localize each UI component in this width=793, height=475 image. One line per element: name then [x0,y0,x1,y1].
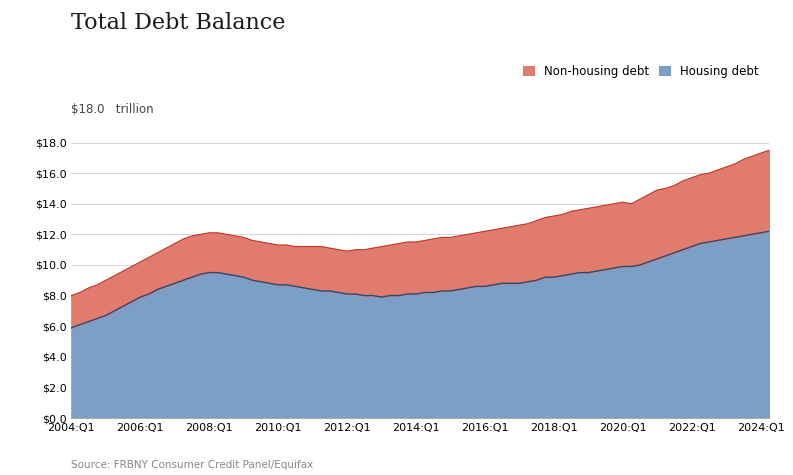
Text: Total Debt Balance: Total Debt Balance [71,12,285,34]
Text: Source: FRBNY Consumer Credit Panel/Equifax: Source: FRBNY Consumer Credit Panel/Equi… [71,460,313,470]
Text: $18.0   trillion: $18.0 trillion [71,104,154,116]
Legend: Non-housing debt, Housing debt: Non-housing debt, Housing debt [518,60,764,83]
